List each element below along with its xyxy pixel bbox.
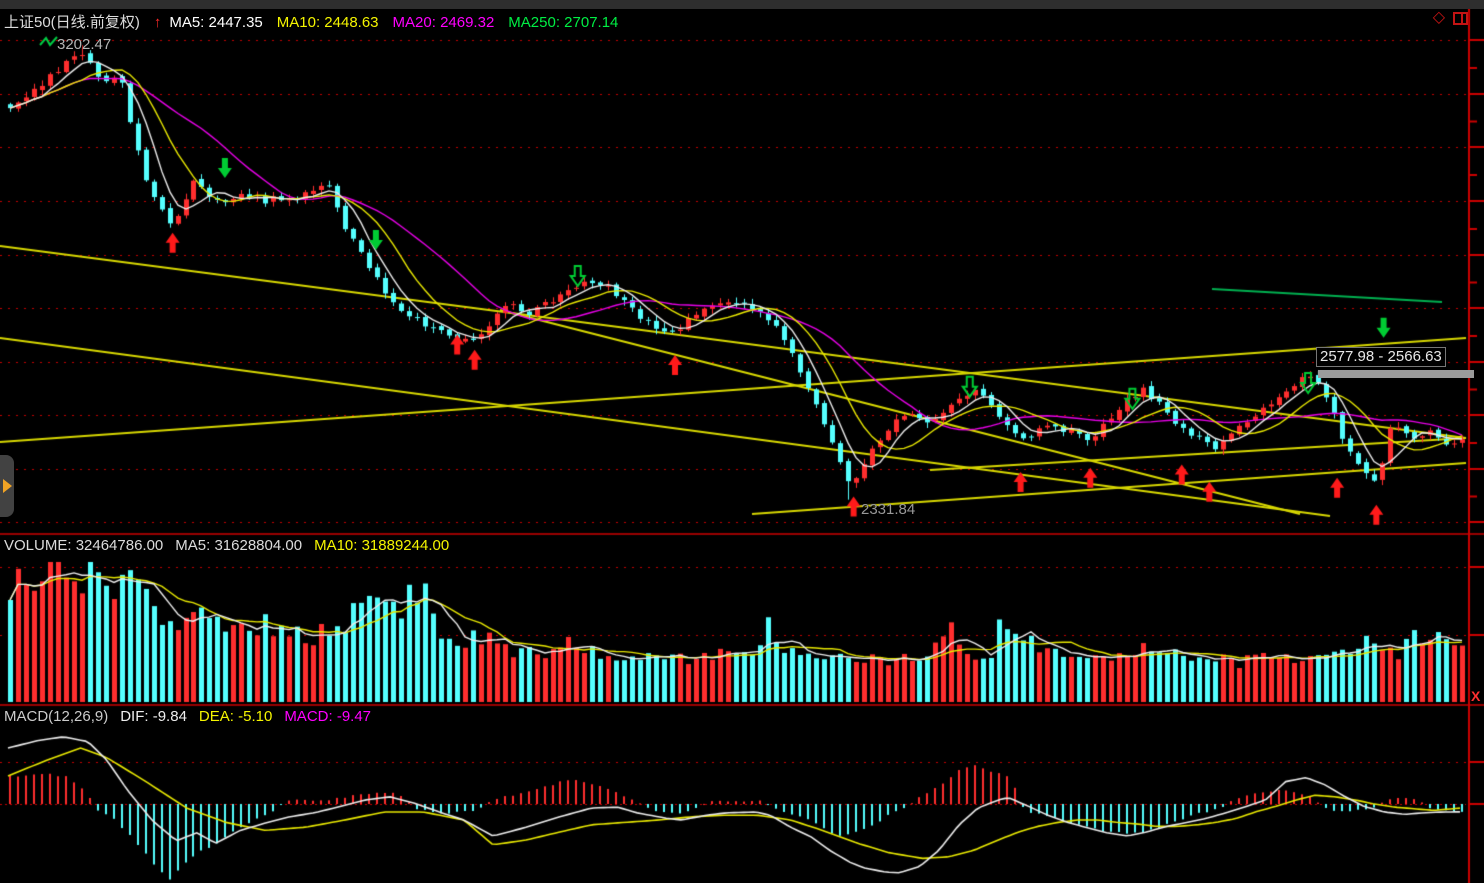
macd-value-legend: MACD: -9.47 xyxy=(284,708,372,725)
macd-pane-header: MACD(12,26,9) DIF: -9.84 DEA: -5.10 MACD… xyxy=(4,708,371,725)
dea-legend: DEA: -5.10 xyxy=(198,708,273,725)
peak-price-label: 3202.47 xyxy=(57,36,112,53)
symbol-title: 上证50(日线.前复权) xyxy=(4,14,140,31)
chart-header: 上证50(日线.前复权) ↑ MA5: 2447.35 MA10: 2448.6… xyxy=(4,11,618,32)
range-measure-bar xyxy=(1318,370,1474,378)
ma20-legend: MA20: 2469.32 xyxy=(392,14,495,31)
sidebar-expander-handle[interactable] xyxy=(0,455,14,517)
dif-legend: DIF: -9.84 xyxy=(120,708,187,725)
window-split-icon[interactable] xyxy=(1453,11,1468,25)
range-measure-label: 2577.98 - 2566.63 xyxy=(1316,347,1446,367)
trough-price-label: 2331.84 xyxy=(861,501,916,518)
macd-title: MACD(12,26,9) xyxy=(4,708,109,725)
volume-ma5-legend: MA5: 31628804.00 xyxy=(175,537,303,554)
volume-ma10-legend: MA10: 31889244.00 xyxy=(314,537,450,554)
volume-legend: VOLUME: 32464786.00 xyxy=(4,537,164,554)
ma5-legend: MA5: 2447.35 xyxy=(169,14,263,31)
volume-pane-header: VOLUME: 32464786.00 MA5: 31628804.00 MA1… xyxy=(4,537,449,554)
ma250-legend: MA250: 2707.14 xyxy=(508,14,619,31)
corner-toolbar: ◇ xyxy=(1432,9,1468,26)
close-indicator-button[interactable]: X xyxy=(1471,688,1481,704)
diamond-icon[interactable]: ◇ xyxy=(1432,9,1445,26)
expand-triangle-icon xyxy=(2,479,12,493)
signal-up-arrow-icon: ↑ xyxy=(153,14,162,31)
ma10-legend: MA10: 2448.63 xyxy=(276,14,379,31)
window-top-strip xyxy=(0,0,1484,9)
